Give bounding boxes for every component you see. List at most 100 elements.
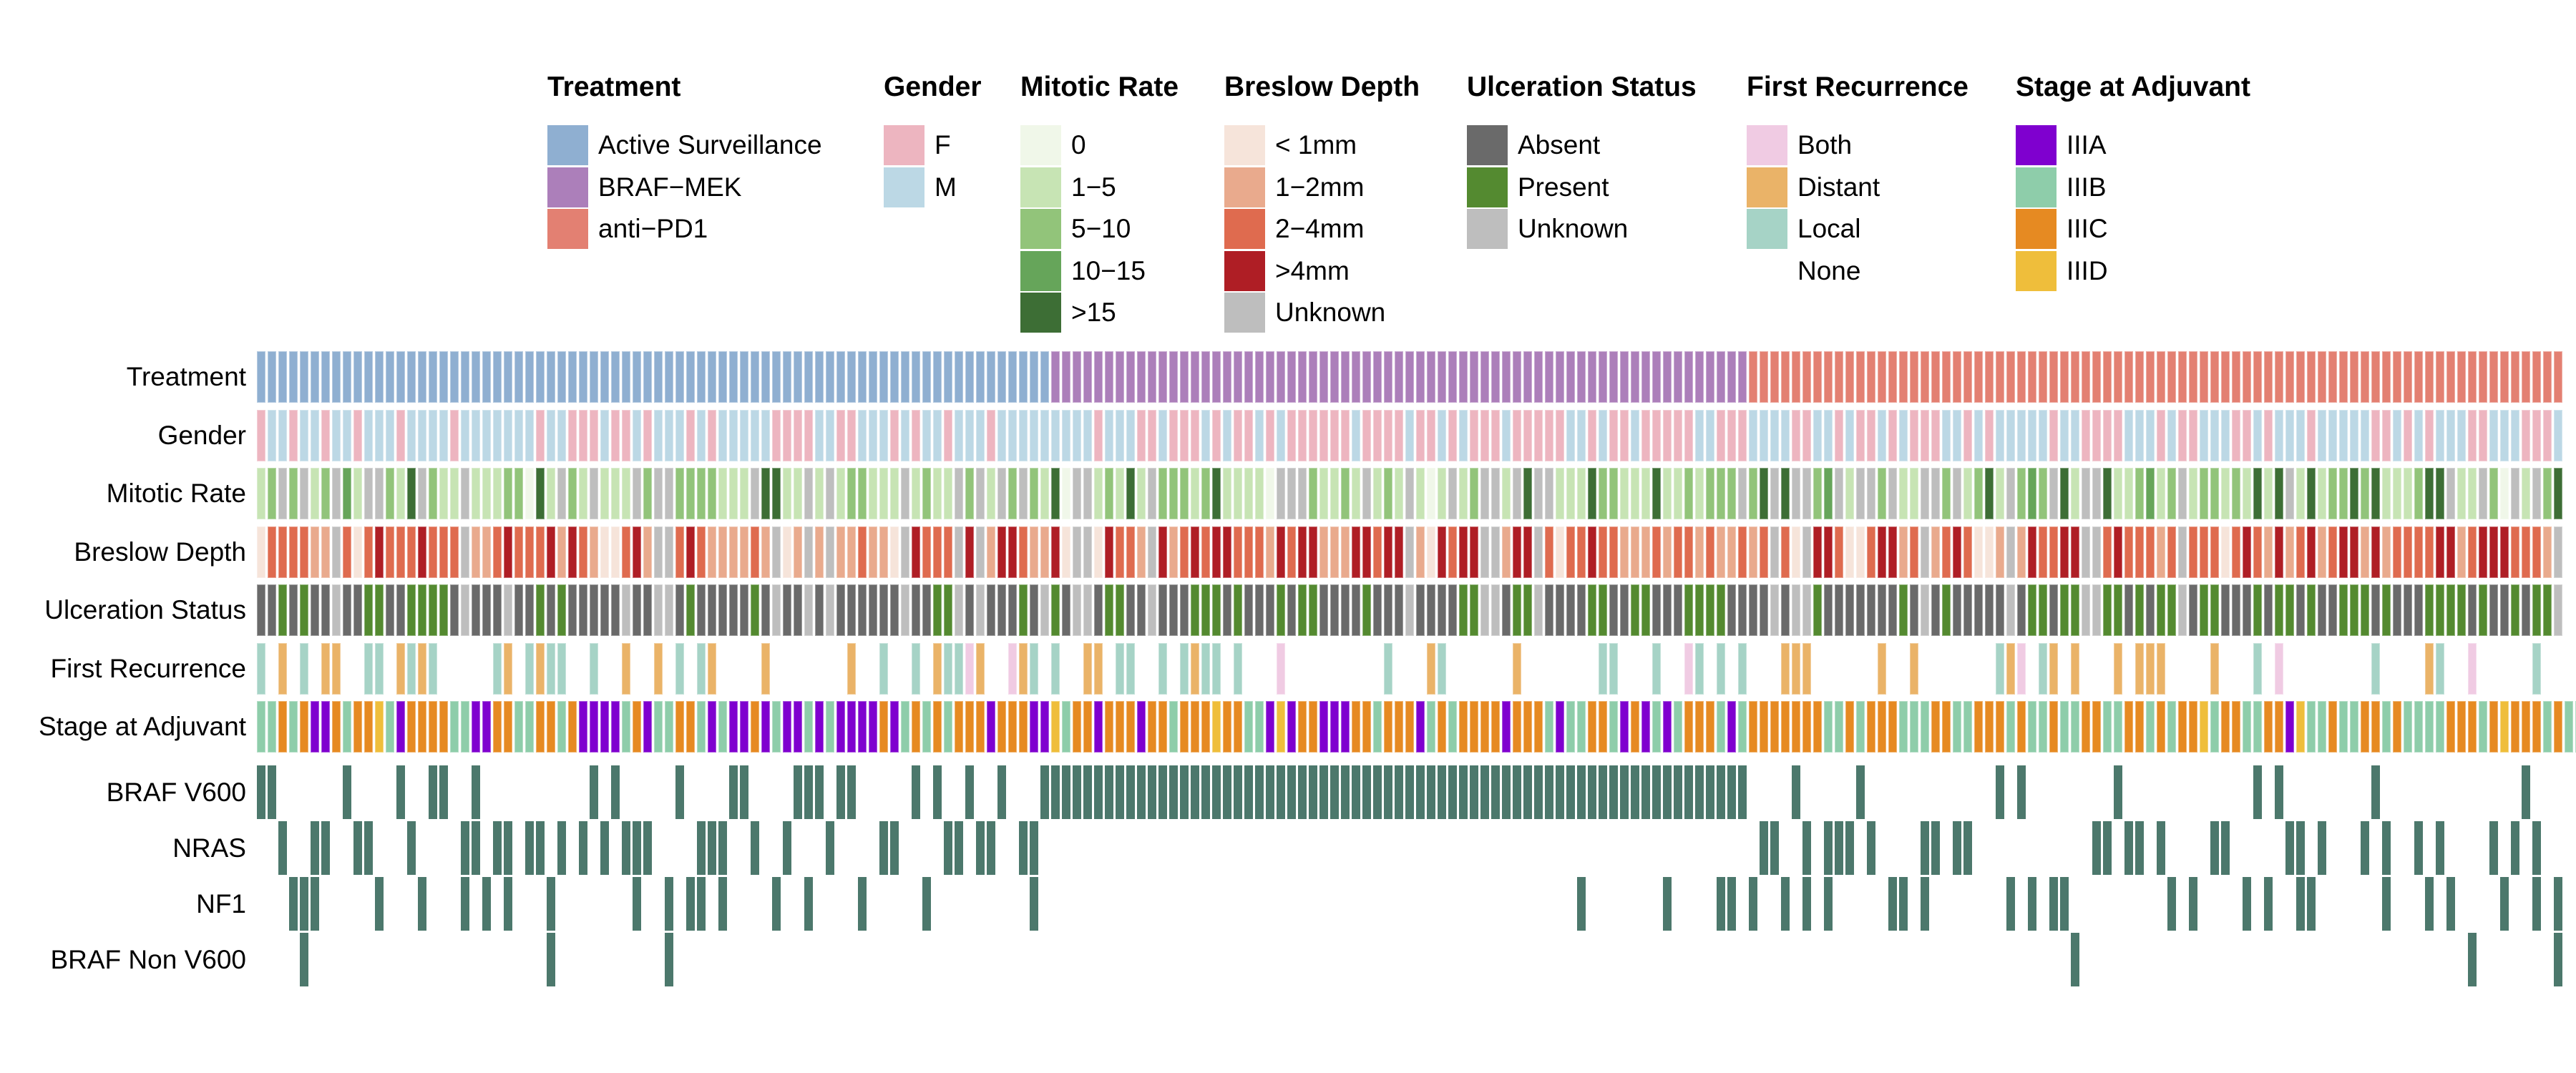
row-label: Breslow Depth [74,536,246,567]
heatmap-cell-mitotic [2318,468,2326,519]
heatmap-cell-recurrence [1738,642,1747,695]
heatmap-cell-ulceration [1234,584,1242,636]
heatmap-cell-recurrence [1234,642,1242,695]
heatmap-cell-mitotic [429,468,437,519]
heatmap-cell-breslow [1802,526,1811,578]
heatmap-cell-ulceration [826,584,834,636]
heatmap-cell-mitotic [2371,468,2380,519]
heatmap-cell-gender [2135,409,2144,461]
heatmap-cell-ulceration [740,584,748,636]
mutation-cell [2071,933,2079,986]
heatmap-cell-treatment [1802,351,1811,403]
heatmap-cell-mitotic [1588,468,1596,519]
heatmap-cell-breslow [955,526,963,578]
heatmap-cell-breslow [568,526,577,578]
heatmap-cell-mitotic [439,468,448,519]
legend-swatch [1467,125,1508,165]
heatmap-cell-stage [1609,701,1618,753]
heatmap-cell-mitotic [1309,468,1317,519]
legend-label: 10−15 [1071,255,1146,285]
heatmap-cell-ulceration [386,584,394,636]
heatmap-cell-breslow [536,526,545,578]
heatmap-cell-stage [2425,701,2434,753]
heatmap-cell-gender [2124,409,2133,461]
heatmap-cell-gender [557,409,566,461]
heatmap-cell-ulceration [2446,584,2455,636]
heatmap-cell-gender [579,409,587,461]
heatmap-cell-breslow [665,526,673,578]
mutation-cell [1470,765,1478,819]
heatmap-cell-mitotic [1556,468,1564,519]
heatmap-cell-mitotic [1298,468,1307,519]
mutation-cell [2049,877,2058,931]
heatmap-cell-ulceration [729,584,738,636]
heatmap-cell-treatment [2060,351,2069,403]
heatmap-cell-mitotic [2092,468,2101,519]
heatmap-cell-recurrence [1599,642,1607,695]
heatmap-cell-gender [1116,409,1124,461]
heatmap-cell-recurrence [2253,642,2262,695]
heatmap-cell-treatment [1921,351,1929,403]
heatmap-cell-mitotic [1620,468,1629,519]
heatmap-cell-treatment [901,351,909,403]
heatmap-cell-stage [2532,701,2541,753]
heatmap-cell-recurrence [2275,642,2283,695]
heatmap-cell-breslow [1588,526,1596,578]
mutation-cell [1266,765,1274,819]
mutation-cell [311,877,319,931]
heatmap-cell-ulceration [1040,584,1049,636]
heatmap-cell-ulceration [2082,584,2090,636]
mutation-cell [1073,765,1081,819]
heatmap-cell-breslow [1319,526,1328,578]
heatmap-cell-mitotic [675,468,684,519]
heatmap-cell-gender [1191,409,1199,461]
heatmap-cell-stage [1373,701,1382,753]
mutation-cell [1792,765,1800,819]
heatmap-cell-recurrence [504,642,512,695]
heatmap-cell-ulceration [1319,584,1328,636]
heatmap-cell-treatment [332,351,341,403]
heatmap-cell-breslow [2049,526,2058,578]
heatmap-cell-recurrence [1910,642,1918,695]
heatmap-cell-mitotic [300,468,308,519]
mutation-cell [1641,765,1650,819]
heatmap-cell-gender [675,409,684,461]
heatmap-cell-stage [2210,701,2219,753]
heatmap-cell-stage [1513,701,1521,753]
heatmap-cell-gender [1577,409,1586,461]
heatmap-cell-mitotic [1523,468,1532,519]
mutation-cell [1727,765,1736,819]
heatmap-cell-breslow [2328,526,2337,578]
heatmap-cell-ulceration [1588,584,1596,636]
heatmap-cell-mitotic [826,468,834,519]
heatmap-cell-stage [289,701,298,753]
heatmap-cell-treatment [1491,351,1500,403]
mutation-cell [2296,877,2305,931]
heatmap-cell-treatment [1030,351,1038,403]
heatmap-cell-stage [2339,701,2348,753]
heatmap-cell-treatment [1942,351,1951,403]
heatmap-cell-treatment [729,351,738,403]
mutation-cell [826,821,834,875]
heatmap-cell-gender [2522,409,2530,461]
heatmap-cell-mitotic [557,468,566,519]
heatmap-cell-stage [278,701,287,753]
heatmap-cell-gender [1234,409,1242,461]
heatmap-cell-recurrence [2210,642,2219,695]
mutation-cell [1287,765,1296,819]
heatmap-cell-breslow [1019,526,1028,578]
heatmap-cell-recurrence [1019,642,1028,695]
heatmap-cell-gender [761,409,770,461]
legend-title: Breslow Depth [1224,72,1420,102]
heatmap-cell-treatment [2479,351,2487,403]
mutation-cell [2028,877,2036,931]
heatmap-cell-stage [1717,701,1725,753]
heatmap-cell-recurrence [1008,642,1017,695]
heatmap-cell-stage [2511,701,2519,753]
heatmap-cell-stage [332,701,341,753]
heatmap-cell-gender [1620,409,1629,461]
heatmap-cell-stage [600,701,609,753]
heatmap-cell-stage [2436,701,2444,753]
heatmap-cell-treatment [2243,351,2251,403]
heatmap-cell-ulceration [987,584,995,636]
